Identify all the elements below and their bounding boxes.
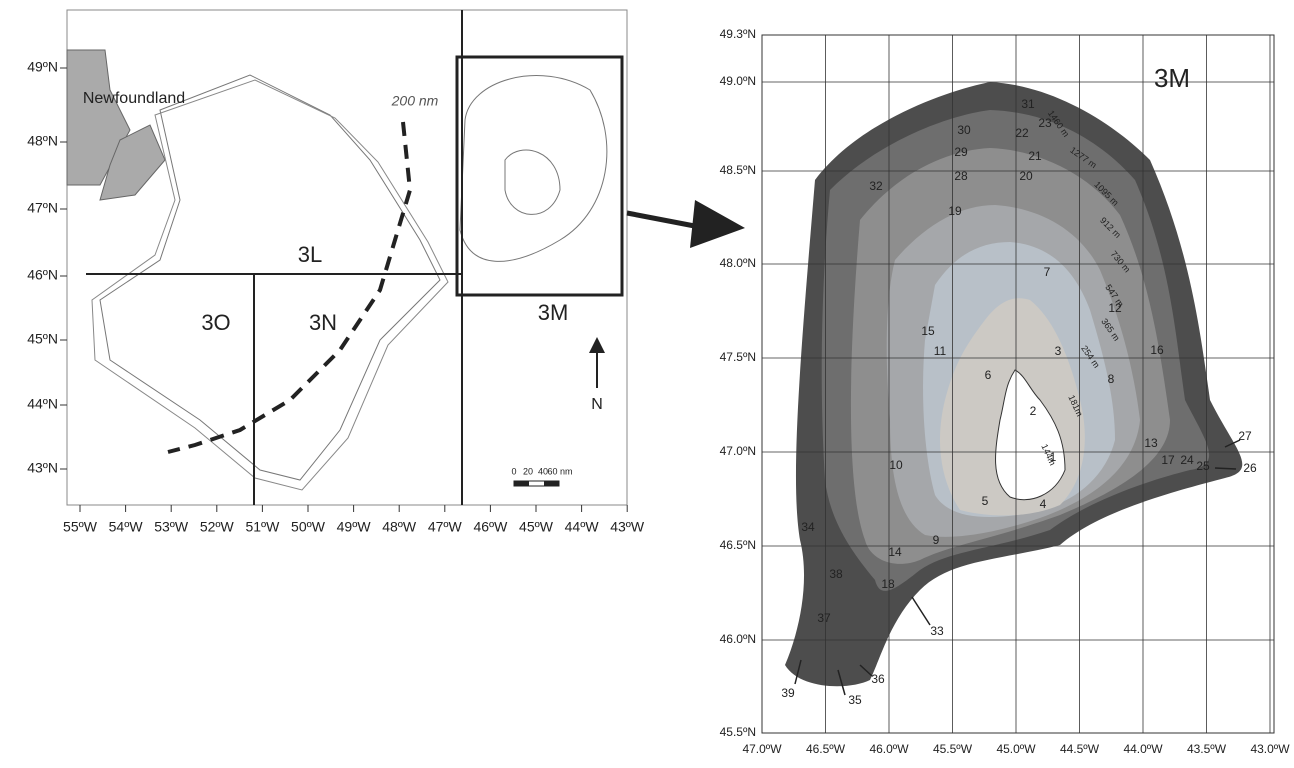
division-label: 3L — [298, 242, 322, 267]
lat-label: 46ºN — [27, 267, 58, 283]
lon-label: 47.0ºW — [742, 742, 782, 756]
stratum-label: 13 — [1144, 436, 1158, 450]
lon-label: 44.5ºW — [1060, 742, 1100, 756]
lon-label: 55ºW — [63, 519, 98, 535]
stratum-label: 36 — [871, 672, 885, 686]
lon-label: 50ºW — [291, 519, 326, 535]
scale-bar — [544, 481, 559, 486]
stratum-label: 7 — [1044, 265, 1051, 279]
lon-label: 51ºW — [245, 519, 280, 535]
stratum-label: 29 — [954, 145, 968, 159]
stratum-label: 27 — [1238, 429, 1252, 443]
eez-label: 200 nm — [391, 93, 439, 109]
lon-label: 44ºW — [565, 519, 600, 535]
stratum-label: 35 — [848, 693, 862, 707]
stratum-label: 28 — [954, 169, 968, 183]
lon-label: 53ºW — [154, 519, 189, 535]
lon-label: 43.0ºW — [1250, 742, 1290, 756]
scale-label: 0 — [511, 466, 516, 476]
division-label: 3M — [1154, 63, 1190, 93]
division-label: 3O — [201, 310, 230, 335]
lon-label: 43.5ºW — [1187, 742, 1227, 756]
stratum-label: 2 — [1030, 404, 1037, 418]
lon-label: 45.0ºW — [996, 742, 1036, 756]
stratum-label: 25 — [1196, 459, 1210, 473]
lat-label: 45ºN — [27, 331, 58, 347]
stratum-label: 17 — [1161, 453, 1175, 467]
scale-bar — [514, 481, 529, 486]
stratum-label: 10 — [889, 458, 903, 472]
lon-label: 44.0ºW — [1123, 742, 1163, 756]
stratum-label: 32 — [869, 179, 883, 193]
lon-label: 46.5ºW — [806, 742, 846, 756]
land-label: Newfoundland — [83, 90, 185, 107]
stratum-label: 20 — [1019, 169, 1033, 183]
lat-label: 47.0ºN — [720, 444, 756, 458]
stratum-label: 22 — [1015, 126, 1029, 140]
lon-label: 49ºW — [337, 519, 372, 535]
north-label: N — [591, 396, 603, 413]
lat-label: 46.0ºN — [720, 632, 756, 646]
division-label: 3N — [309, 310, 337, 335]
stratum-label: 34 — [801, 520, 815, 534]
stratum-label: 19 — [948, 204, 962, 218]
scale-label: 60 nm — [547, 466, 572, 476]
stratum-label: 31 — [1021, 97, 1035, 111]
link-arrow-head — [690, 200, 745, 248]
lat-label: 48.5ºN — [720, 163, 756, 177]
lat-label: 45.5ºN — [720, 725, 756, 739]
stratum-label: 26 — [1243, 461, 1257, 475]
stratum-label: 9 — [933, 533, 940, 547]
stratum-label: 16 — [1150, 343, 1164, 357]
stratum-label: 8 — [1108, 372, 1115, 386]
left-map — [67, 10, 627, 505]
lat-label: 43ºN — [27, 460, 58, 476]
stratum-label: 6 — [985, 368, 992, 382]
page: 49ºN 48ºN 47ºN 46ºN 45ºN 44ºN 43ºN 55ºW 54ºW 53ºW… — [0, 0, 1294, 768]
division-label: 3M — [538, 300, 569, 325]
leader-line — [912, 597, 930, 625]
stratum-label: 4 — [1040, 497, 1047, 511]
lat-label: 49ºN — [27, 59, 58, 75]
lat-label: 48ºN — [27, 133, 58, 149]
stratum-label: 38 — [829, 567, 843, 581]
stratum-label: 30 — [957, 123, 971, 137]
lon-label: 47ºW — [428, 519, 463, 535]
lon-label: 43ºW — [610, 519, 645, 535]
lat-label: 48.0ºN — [720, 256, 756, 270]
lon-label: 52ºW — [200, 519, 235, 535]
stratum-label: 18 — [881, 577, 895, 591]
stratum-label: 33 — [930, 624, 944, 638]
lon-label: 48ºW — [382, 519, 417, 535]
stratum-label: 11 — [934, 344, 947, 358]
stratum-label: 5 — [982, 494, 989, 508]
stratum-label: 37 — [817, 611, 831, 625]
leader-line — [1215, 468, 1236, 469]
lat-label: 49.3ºN — [720, 27, 756, 41]
stratum-label: 24 — [1180, 453, 1194, 467]
lon-label: 46ºW — [473, 519, 508, 535]
stratum-label: 3 — [1055, 344, 1062, 358]
lat-label: 46.5ºN — [720, 538, 756, 552]
stratum-label: 15 — [921, 324, 935, 338]
figure: 49ºN 48ºN 47ºN 46ºN 45ºN 44ºN 43ºN 55ºW 54ºW 53ºW… — [0, 0, 1294, 763]
lat-label: 49.0ºN — [720, 74, 756, 88]
lon-label: 54ºW — [109, 519, 144, 535]
lon-label: 46.0ºW — [869, 742, 909, 756]
lat-label: 47.5ºN — [720, 350, 756, 364]
stratum-label: 21 — [1028, 149, 1042, 163]
stratum-label: 39 — [781, 686, 795, 700]
scale-label: 20 — [523, 466, 533, 476]
lon-label: 45ºW — [519, 519, 554, 535]
lat-label: 47ºN — [27, 200, 58, 216]
lat-label: 44ºN — [27, 396, 58, 412]
stratum-label: 14 — [888, 545, 902, 559]
lon-label: 45.5ºW — [933, 742, 973, 756]
